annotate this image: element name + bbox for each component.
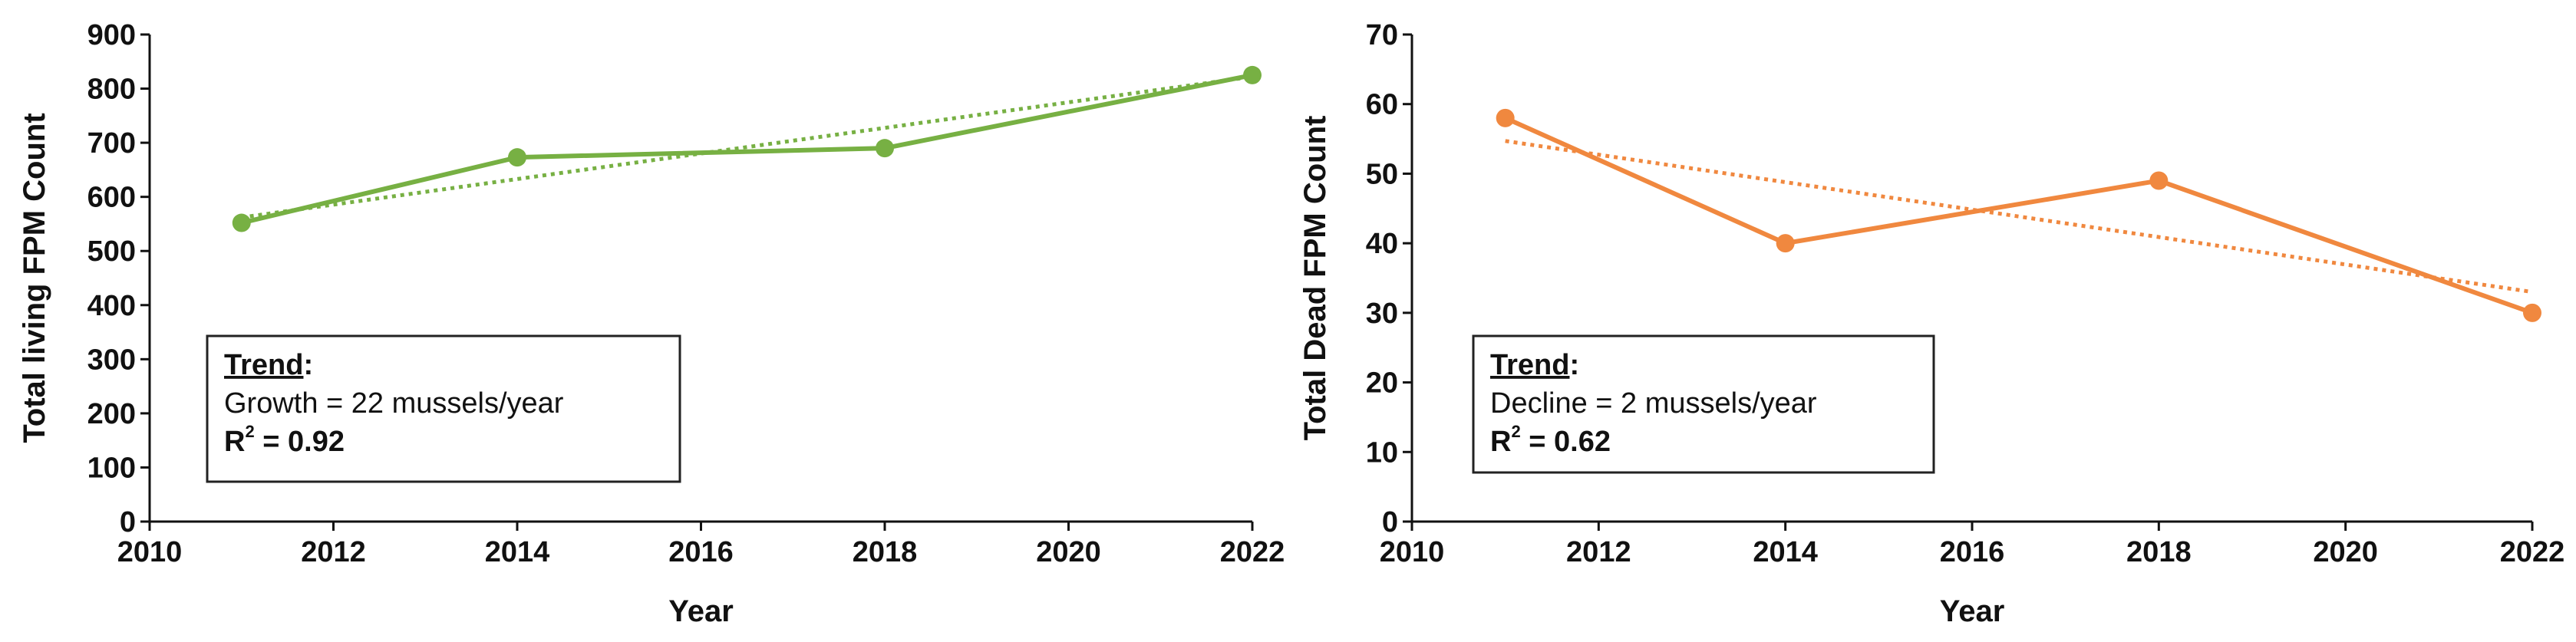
data-point [1496,108,1515,127]
y-tick-label: 20 [1366,367,1398,400]
x-tick-label: 2020 [1036,536,1101,568]
x-tick-label: 2014 [1753,536,1818,568]
trend-box [206,334,681,483]
y-tick-label: 300 [87,344,136,376]
chart-left: 0 100 200 300 400 500 600 700 800 900 2010 2012 2014… [18,19,1285,628]
trend-box [1472,334,1935,474]
x-tick-label: 2022 [1220,536,1285,568]
x-tick-label: 2020 [2313,536,2378,568]
x-tick-label: 2018 [853,536,918,568]
data-point [2523,303,2541,322]
r2-value: = 0.62 [1521,426,1611,458]
y-tick-label: 50 [1366,158,1398,190]
x-tick-label: 2022 [2500,536,2565,568]
y-tick-label: 200 [87,398,136,430]
r2-value: = 0.92 [255,426,345,458]
y-tick-label: 30 [1366,298,1398,330]
x-tick-label: 2018 [2126,536,2192,568]
trend-r-squared: R2 = 0.92 [224,422,345,458]
y-tick-label: 600 [87,182,136,214]
trend-rate: Decline = 2 mussels/year [1490,387,1817,420]
y-axis-title: Total living FPM Count [18,113,51,443]
data-point [876,139,894,158]
trendline [1505,139,2533,295]
trend-heading-colon: : [1569,349,1579,381]
x-tick-label: 2010 [117,536,183,568]
x-tick-label: 2012 [301,536,366,568]
series-line [241,72,1253,226]
y-tick-label: 900 [87,19,136,51]
y-tick-label: 700 [87,127,136,160]
trendline [241,74,1253,219]
series-line [1504,116,2534,315]
x-tick-label: 2010 [1380,536,1445,568]
trend-heading-word: Trend [224,349,303,381]
data-point [2149,171,2169,190]
trend-heading-colon: : [303,349,313,381]
r2-label: R [1490,426,1511,458]
r2-superscript: 2 [245,422,254,441]
x-tick-label: 2016 [1940,536,2005,568]
trend-r-squared: R2 = 0.62 [1490,422,1611,458]
data-point [508,148,526,167]
y-tick-label: 800 [87,74,136,106]
y-tick-label: 60 [1366,89,1398,121]
data-point [1243,65,1262,84]
r2-superscript: 2 [1511,422,1520,441]
r2-label: R [224,426,245,458]
y-tick-label: 500 [87,235,136,268]
y-tick-label: 0 [120,506,136,538]
trend-heading: Trend: [1490,349,1579,381]
trend-rate: Growth = 22 mussels/year [224,387,564,420]
y-tick-label: 0 [1382,506,1398,538]
y-tick-label: 10 [1366,436,1398,469]
x-axis-title: Year [668,594,734,628]
x-axis-title: Year [1940,594,2005,628]
x-tick-label: 2014 [485,536,550,568]
trend-heading: Trend: [224,349,313,381]
x-tick-label: 2016 [668,536,734,568]
x-tick-label: 2012 [1566,536,1631,568]
data-point [232,213,251,232]
y-tick-label: 40 [1366,228,1398,260]
y-tick-label: 400 [87,290,136,322]
trend-heading-word: Trend [1490,349,1569,381]
y-tick-label: 100 [87,452,136,484]
data-point [1776,234,1795,253]
y-axis-title: Total Dead FPM Count [1298,116,1332,441]
chart-right: 0 10 20 30 40 50 60 70 2010 2012 2014 2016 2018 2020 2… [1298,19,2564,628]
y-tick-label: 70 [1366,19,1398,51]
